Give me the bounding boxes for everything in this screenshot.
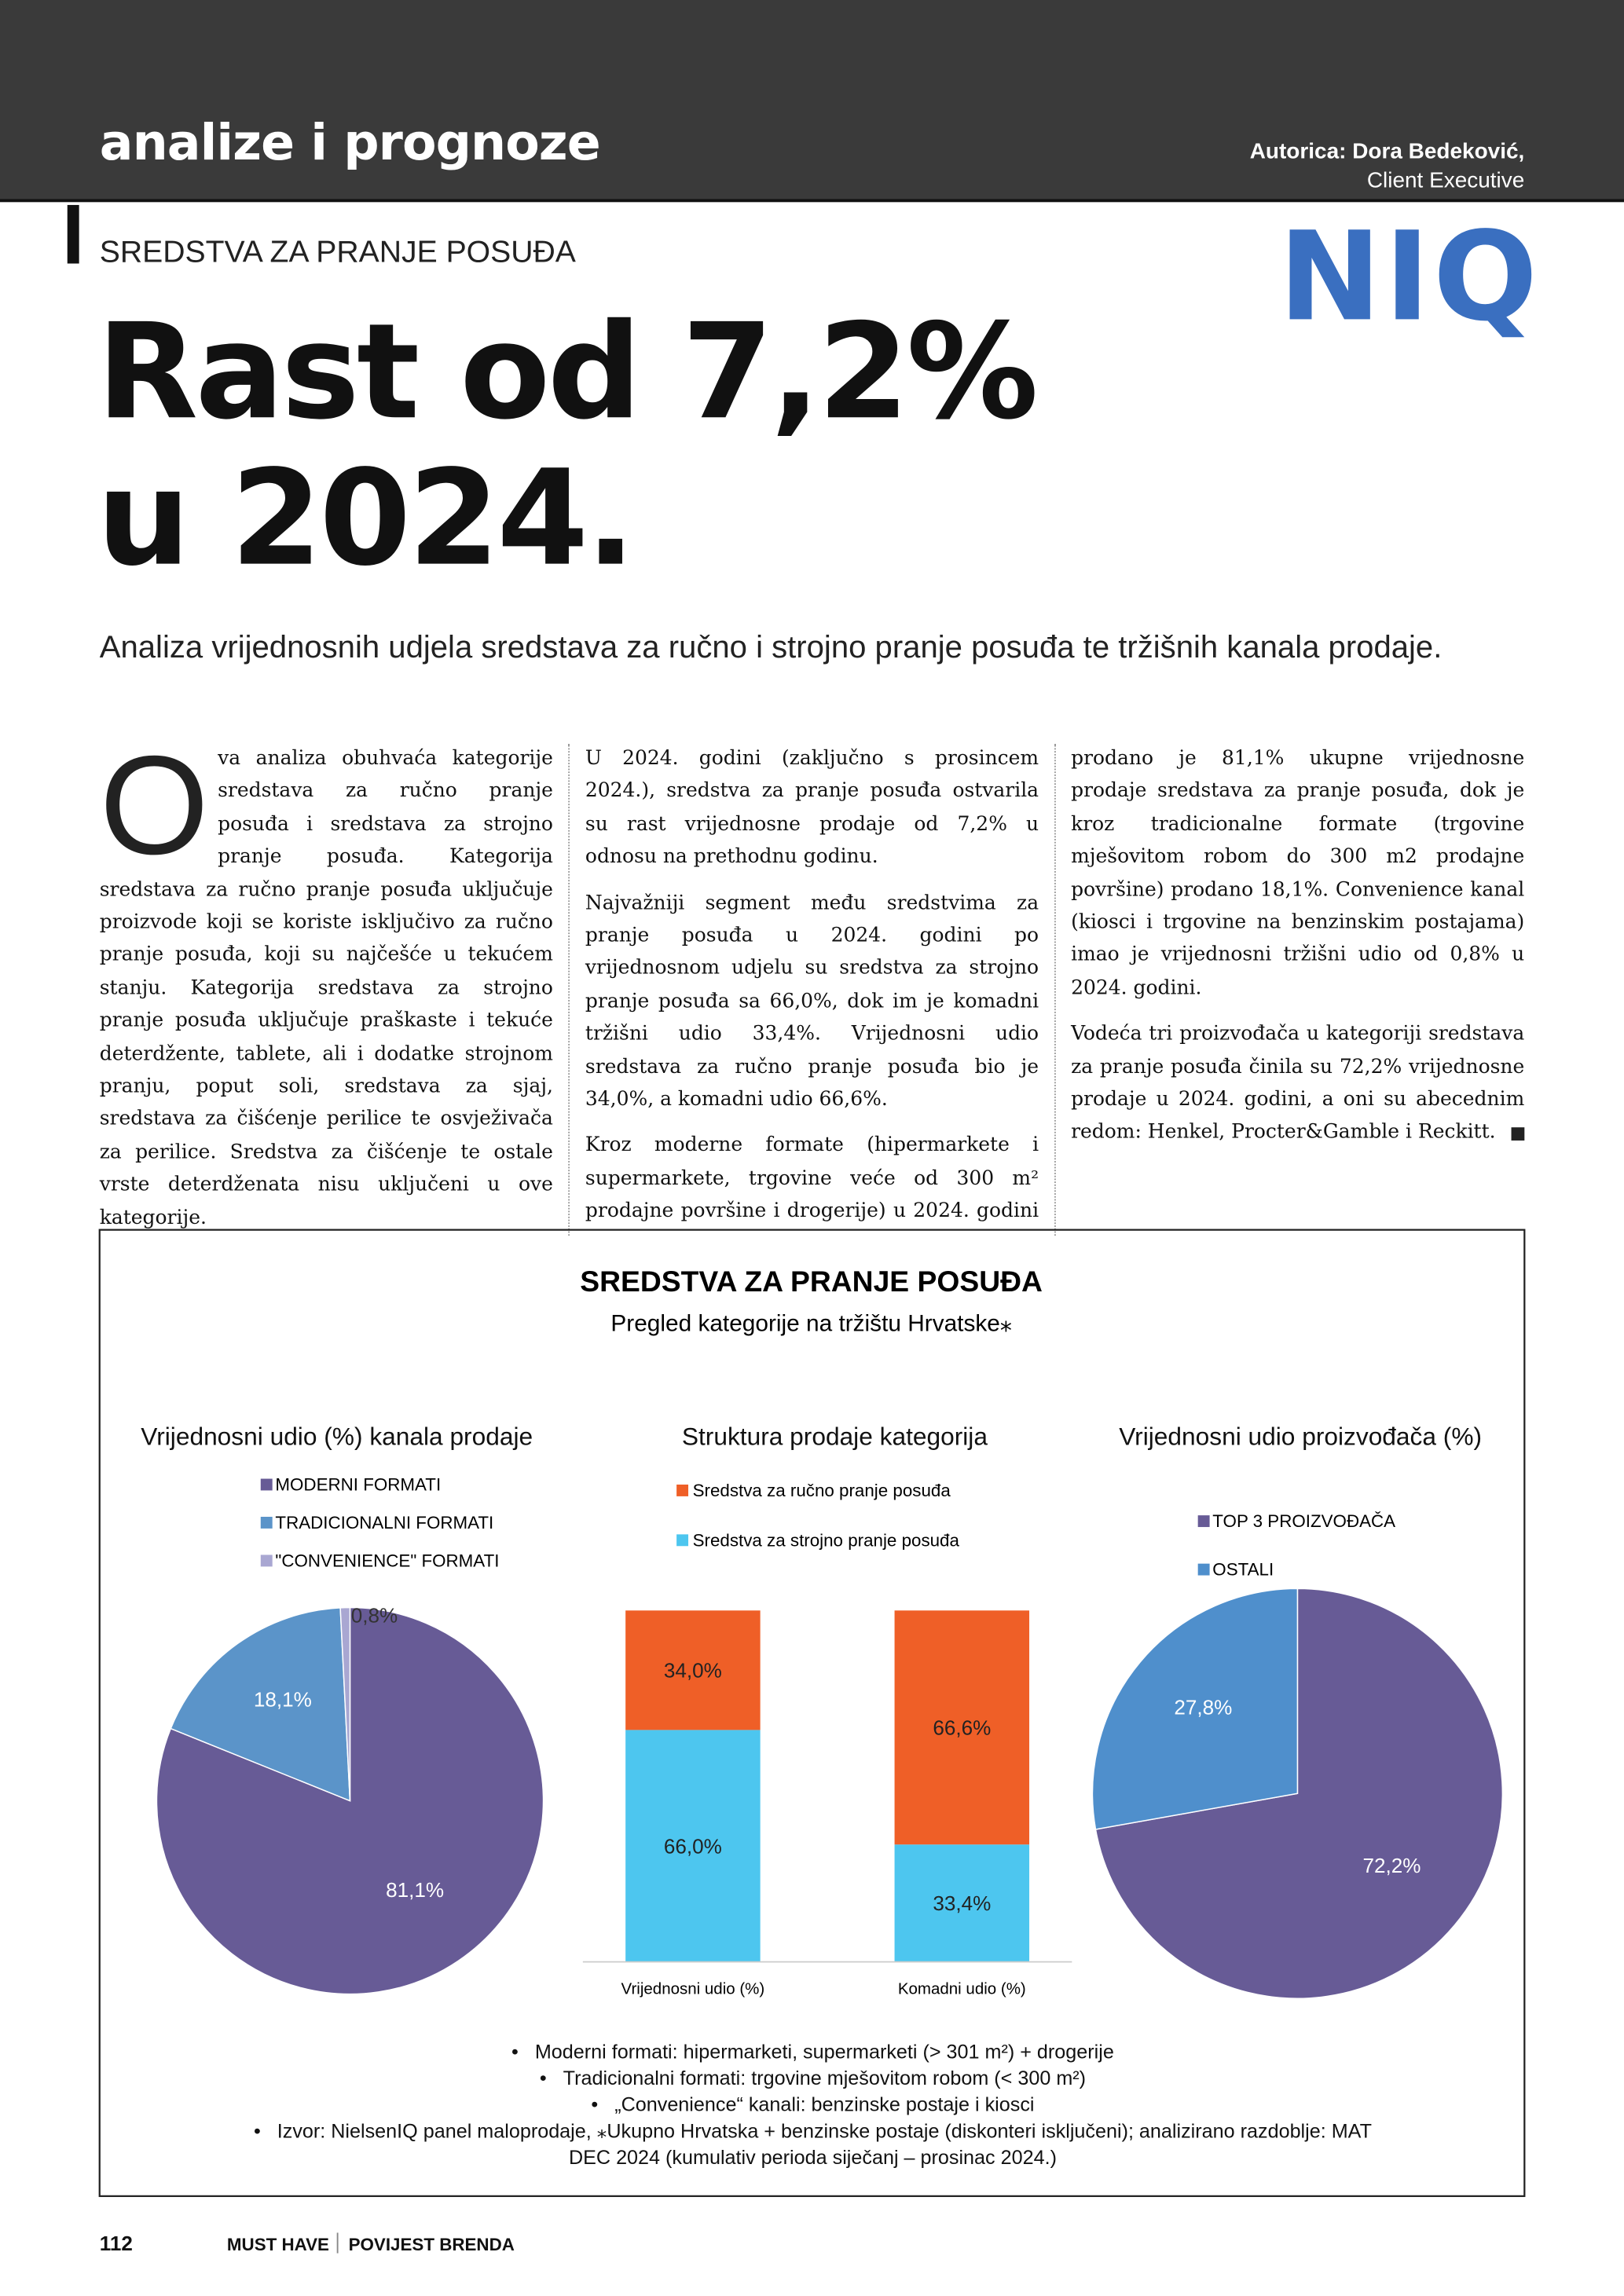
legend-swatch	[676, 1534, 689, 1547]
end-mark	[1511, 1128, 1525, 1141]
legend-label: MODERNI FORMATI	[275, 1474, 441, 1494]
legend-label: Sredstva za strojno pranje posuđa	[693, 1530, 960, 1550]
drop-cap: O	[99, 727, 209, 884]
note: • „Convenience“ kanali: benzinske postaj…	[591, 2093, 1035, 2116]
note: • Izvor: NielsenIQ panel maloprodaje, ⁎U…	[253, 2119, 1372, 2169]
bar-segment	[625, 1610, 761, 1730]
note-text: Tradicionalni formati: trgovine mješovit…	[563, 2067, 1087, 2089]
bar-segment	[894, 1844, 1030, 1962]
paragraph: U 2024. godini (zaključno s prosincem 20…	[585, 748, 1039, 869]
paragraph: Najvažniji segment među sredstvima za pr…	[585, 892, 1039, 1111]
bar-label: 66,0%	[664, 1834, 722, 1858]
slice-label: 81,1%	[386, 1878, 444, 1902]
legend-swatch	[676, 1484, 689, 1496]
paragraph-text: Vodeća tri proizvođača u kategoriji sred…	[1071, 1023, 1525, 1144]
legend-swatch	[1197, 1515, 1210, 1528]
pie-slice	[170, 1607, 351, 1802]
footer-sep	[336, 2232, 339, 2254]
legend-label: "CONVENIENCE" FORMATI	[275, 1551, 499, 1570]
headline: Rast od 7,2% u 2024.	[97, 295, 1039, 596]
legend-swatch	[260, 1478, 273, 1491]
legend-swatch	[1197, 1563, 1210, 1576]
legend-swatch	[260, 1517, 273, 1529]
lead: Analiza vrijednosnih udjela sredstava za…	[99, 629, 1443, 665]
bar-label: 33,4%	[933, 1891, 991, 1915]
box-subtitle: Pregled kategorije na tržištu Hrvatske⁎	[610, 1310, 1011, 1336]
header-bar	[0, 0, 1624, 203]
x-tick-label: Komadni udio (%)	[898, 1980, 1026, 1998]
legend-label: TOP 3 PROIZVOĐAČA	[1212, 1511, 1395, 1531]
chart-title: Vrijednosni udio (%) kanala prodaje	[141, 1423, 533, 1451]
bar-label: 66,6%	[933, 1716, 991, 1740]
note: • Tradicionalni formati: trgovine mješov…	[539, 2067, 1087, 2089]
slice-label: 27,8%	[1174, 1696, 1232, 1719]
notes: • Moderni formati: hipermarketi, superma…	[176, 2039, 1450, 2171]
chart-title: Vrijednosni udio proizvođača (%)	[1119, 1423, 1482, 1451]
legend-label: Sredstva za ručno pranje posuđa	[693, 1481, 951, 1500]
section-title: analize i prognoze	[99, 114, 601, 173]
author: Autorica: Dora Bedeković, Client Executi…	[1250, 137, 1525, 196]
pie-slice	[1091, 1587, 1299, 1830]
headline-line: u 2024.	[97, 441, 636, 596]
slice-label: 0,8%	[351, 1603, 398, 1627]
footer-section: POVIJEST BRENDA	[348, 2234, 515, 2255]
kicker: SREDSTVA ZA PRANJE POSUĐA	[99, 236, 576, 269]
legend-swatch	[260, 1554, 273, 1567]
marker	[67, 204, 79, 264]
pie-slice	[1094, 1587, 1504, 1999]
bar-segment	[625, 1730, 761, 1962]
slice-label: 72,2%	[1362, 1854, 1421, 1877]
note: • Moderni formati: hipermarketi, superma…	[511, 2041, 1114, 2063]
box-title: SREDSTVA ZA PRANJE POSUĐA	[580, 1265, 1043, 1298]
slice-label: 18,1%	[254, 1687, 312, 1711]
legend-label: OSTALI	[1212, 1560, 1274, 1580]
author-name: Autorica: Dora Bedeković,	[1249, 139, 1525, 164]
chart-frame	[98, 1229, 1526, 2197]
pie-slice	[339, 1606, 351, 1801]
bar-label: 34,0%	[664, 1659, 722, 1683]
x-tick-label: Vrijednosni udio (%)	[621, 1980, 765, 1998]
author-role: Client Executive	[1366, 168, 1525, 194]
page-number: 112	[99, 2231, 133, 2255]
headline-line: Rast od 7,2%	[97, 295, 1039, 450]
paragraph: Vodeća tri proizvođača u kategoriji sred…	[1071, 1020, 1525, 1151]
bar-segment	[894, 1610, 1030, 1845]
note-text: Izvor: NielsenIQ panel maloprodaje, ⁎Uku…	[277, 2119, 1372, 2169]
logo: NIQ	[1278, 204, 1541, 349]
note-text: „Convenience“ kanali: benzinske postaje …	[614, 2093, 1035, 2116]
paragraph: Kroz moderne formate (hipermarkete i sup…	[585, 748, 1525, 1223]
legend-label: TRADICIONALNI FORMATI	[275, 1513, 493, 1532]
paragraph-text: va analiza obuhvaća kategorije sredstava…	[99, 748, 553, 1230]
chart-title: Struktura prodaje kategorija	[682, 1423, 988, 1451]
note-text: Moderni formati: hipermarketi, supermark…	[534, 2041, 1114, 2063]
footer-magazine: MUST HAVE	[226, 2234, 329, 2255]
